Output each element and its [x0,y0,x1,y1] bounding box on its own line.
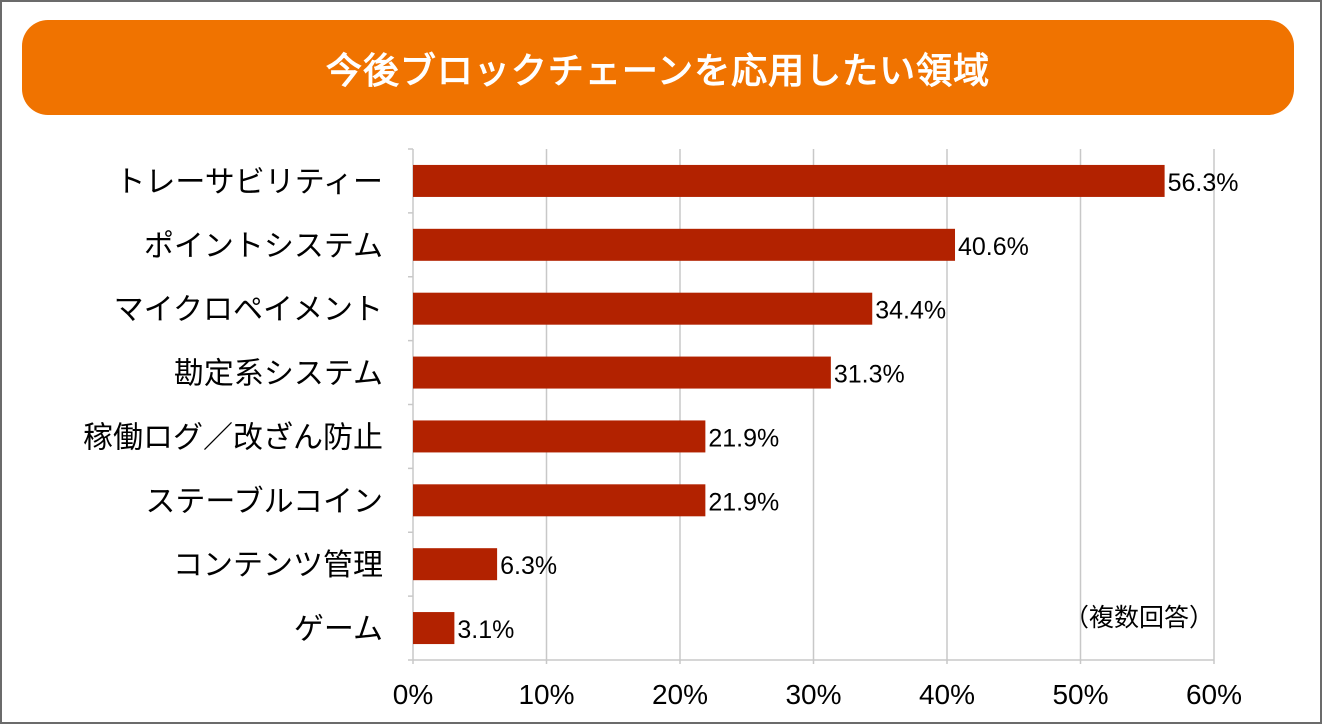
x-tick-label: 10% [518,679,574,710]
category-label: 稼働ログ／改ざん防止 [83,420,383,455]
x-tick-label: 40% [919,679,975,710]
x-tick-label: 60% [1186,679,1242,710]
category-label: ゲーム [294,612,383,647]
category-label: コンテンツ管理 [173,548,383,583]
x-tick-label: 30% [785,679,841,710]
data-label: 34.4% [875,297,946,325]
data-label: 6.3% [500,552,557,580]
bar [413,612,455,645]
x-tick-label: 50% [1052,679,1108,710]
data-label: 21.9% [708,488,779,516]
x-tick-label: 0% [393,679,433,710]
bar [413,164,1165,197]
data-label: 40.6% [958,233,1029,261]
annotation-multiple-answers: （複数回答） [1064,603,1214,632]
data-label: 31.3% [834,361,905,389]
bar [413,420,706,453]
chart-title: 今後ブロックチェーンを応用したい領域 [325,50,991,92]
bar [413,484,706,517]
category-label: ポイントシステム [144,229,383,264]
category-label: ステーブルコイン [145,484,383,519]
title-banner: 今後ブロックチェーンを応用したい領域 [22,20,1294,115]
bar [413,548,498,581]
bar [413,228,956,261]
category-label: トレーサビリティー [115,165,383,200]
category-label: マイクロペイメント [114,293,383,328]
category-label: 勘定系システム [174,357,383,392]
data-label: 3.1% [457,616,514,644]
bar [413,356,831,389]
x-tick-label: 20% [652,679,708,710]
bar [413,292,873,325]
data-label: 21.9% [708,424,779,452]
data-label: 56.3% [1168,169,1239,197]
